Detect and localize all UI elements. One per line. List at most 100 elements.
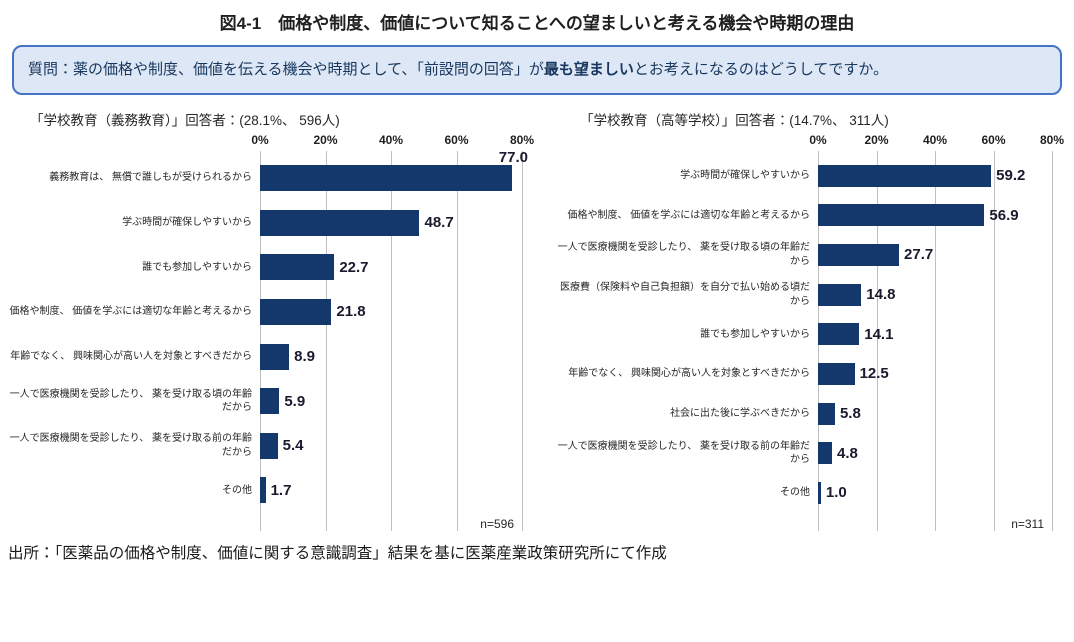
tick-label: 20%	[864, 132, 889, 147]
chart-plot-area: 義務教育は、 無償で誰しもが受けられるから 77.0 学ぶ時間が確保しやすいから 48…	[4, 149, 554, 537]
bar	[260, 165, 513, 192]
question-box: 質問：薬の価格や制度、価値を伝える機会や時期として、「前設問の回答」が最も望まし…	[12, 45, 1062, 95]
bar	[260, 298, 332, 325]
category-label: 価格や制度、 価値を学ぶには適切な年齢と考えるから	[9, 306, 252, 318]
bar-track: 22.7	[260, 245, 522, 290]
category-label: 医療費（保険料や自己負担額）を自分で払い始める頃だから	[560, 282, 810, 307]
value-label: 5.4	[282, 437, 304, 455]
bar-track: 27.7	[818, 235, 1052, 275]
bar-track: 21.8	[260, 290, 522, 335]
bar-track: 56.9	[818, 195, 1052, 235]
bar	[260, 343, 290, 370]
value-label: 12.5	[859, 365, 889, 383]
bar-row: その他 1.0	[554, 473, 1070, 513]
value-label: 1.7	[270, 481, 292, 499]
bar-track: 8.9	[260, 334, 522, 379]
bar	[818, 402, 835, 425]
bar	[818, 481, 821, 504]
bar	[818, 243, 900, 266]
gridline	[391, 150, 392, 531]
bar	[818, 164, 992, 187]
n-label: n=311	[1011, 516, 1044, 531]
category-label: 学ぶ時間が確保しやすいから	[680, 169, 810, 181]
bar-track: 77.0	[260, 149, 528, 201]
bar-track: 5.9	[260, 379, 522, 424]
bar	[260, 388, 280, 415]
gridline	[935, 150, 936, 531]
page-title: 図4-1 価格や制度、価値について知ることへの望ましいと考える機会や時期の理由	[219, 14, 855, 33]
n-label: n=596	[480, 516, 514, 531]
category-label: 一人で医療機関を受診したり、 薬を受け取る頃の年齢だから	[557, 242, 810, 267]
bar	[818, 323, 860, 346]
tick-label: 60%	[444, 132, 469, 147]
chart-panel-high-school: 「学校教育（高等学校）」回答者：(14.7%、 311人) 0% 20% 40% 60…	[554, 101, 1070, 537]
tick-label: 60%	[981, 132, 1006, 147]
question-prefix: 質問：薬の価格や制度、価値を伝える機会や時期として、「前設問の回答」が	[28, 61, 544, 78]
gridline	[876, 150, 878, 531]
axis-ticks: 0% 20% 40% 60% 80%	[809, 132, 1064, 151]
bar-track: 4.8	[818, 433, 1052, 473]
bar-row: 一人で医療機関を受診したり、 薬を受け取る前の年齢だから 4.8	[554, 433, 1070, 473]
tick-label: 0%	[809, 132, 827, 147]
charts-region: 「学校教育（義務教育）」回答者：(28.1%、 596人) 0% 20% 40% 60…	[0, 101, 1074, 537]
value-label: 4.8	[837, 444, 858, 462]
bar-track: 14.8	[818, 275, 1052, 315]
bar-row: 一人で医療機関を受診したり、 薬を受け取る前の年齢だから 5.4	[4, 424, 554, 469]
gridline	[456, 150, 458, 531]
tick-label: 0%	[251, 132, 269, 147]
bar-track: 59.2	[818, 156, 1052, 196]
value-label: 59.2	[996, 167, 1026, 185]
value-label: 1.0	[825, 484, 847, 502]
bar-row: 誰でも参加しやすいから 22.7	[4, 245, 554, 290]
value-label: 5.8	[839, 405, 861, 423]
category-label: 価格や制度、 価値を学ぶには適切な年齢と考えるから	[567, 209, 810, 221]
bar-row: 社会に出た後に学ぶべきだから 5.8	[554, 394, 1070, 434]
bar-track: 5.4	[260, 424, 522, 469]
bar-row: 価格や制度、 価値を学ぶには適切な年齢と考えるから 56.9	[554, 195, 1070, 235]
bar-track: 12.5	[818, 354, 1052, 394]
bar-row: 年齢でなく、 興味関心が高い人を対象とすべきだから 8.9	[4, 334, 554, 379]
bar	[260, 477, 266, 504]
category-label: 誰でも参加しやすいから	[700, 328, 810, 340]
question-suffix: とお考えになるのはどうしてですか。	[633, 61, 889, 78]
bar	[260, 209, 420, 236]
bar-track: 5.8	[818, 394, 1052, 434]
value-label: 21.8	[336, 303, 366, 321]
bar-track: 1.7	[260, 468, 522, 513]
value-label: 22.7	[339, 258, 369, 276]
bar-row: 一人で医療機関を受診したり、 薬を受け取る頃の年齢だから 27.7	[554, 235, 1070, 275]
bar	[818, 204, 985, 227]
question-bold-phrase: 最も望ましい	[543, 61, 634, 78]
value-label: 77.0	[498, 148, 528, 166]
gridline	[325, 150, 327, 531]
tick-label: 40%	[922, 132, 948, 147]
bar-row: 年齢でなく、 興味関心が高い人を対象とすべきだから 12.5	[554, 354, 1070, 394]
bar-row: 学ぶ時間が確保しやすいから 59.2	[554, 156, 1070, 196]
bar-track: 14.1	[818, 314, 1052, 354]
category-label: 一人で医療機関を受診したり、 薬を受け取る頃の年齢だから	[9, 388, 252, 414]
category-label: 一人で医療機関を受診したり、 薬を受け取る前の年齢だから	[557, 440, 810, 466]
tick-label: 80%	[1039, 132, 1065, 147]
bar-row: 医療費（保険料や自己負担額）を自分で払い始める頃だから 14.8	[554, 275, 1070, 315]
category-label: 誰でも参加しやすいから	[142, 261, 252, 273]
bar-row: 義務教育は、 無償で誰しもが受けられるから 77.0	[4, 149, 554, 201]
chart-panel-compulsory-education: 「学校教育（義務教育）」回答者：(28.1%、 596人) 0% 20% 40% 60…	[4, 101, 554, 537]
bar	[818, 283, 862, 306]
tick-label: 40%	[378, 132, 404, 147]
gridline	[260, 150, 261, 531]
question-text: 質問：薬の価格や制度、価値を伝える機会や時期として、「前設問の回答」が最も望まし…	[28, 56, 1046, 84]
category-label: 年齢でなく、 興味関心が高い人を対象とすべきだから	[568, 368, 810, 380]
category-label: 学ぶ時間が確保しやすいから	[122, 216, 252, 228]
bar-row: 誰でも参加しやすいから 14.1	[554, 314, 1070, 354]
bar-row: 一人で医療機関を受診したり、 薬を受け取る頃の年齢だから 5.9	[4, 379, 554, 424]
bar	[818, 442, 833, 465]
bar-track: 48.7	[260, 200, 522, 245]
gridline	[522, 150, 523, 531]
category-label: 一人で医療機関を受診したり、 薬を受け取る前の年齢だから	[9, 433, 252, 458]
plot-gridlines	[260, 150, 523, 531]
source-note: 出所：「医薬品の価格や制度、価値に関する意識調査」結果を基に医薬産業政策研究所に…	[8, 544, 667, 562]
bar-rows: 義務教育は、 無償で誰しもが受けられるから 77.0 学ぶ時間が確保しやすいから 48…	[4, 149, 554, 513]
tick-label: 80%	[509, 132, 535, 147]
tick-label: 20%	[313, 132, 338, 147]
category-label: 年齢でなく、 興味関心が高い人を対象とすべきだから	[10, 350, 252, 362]
